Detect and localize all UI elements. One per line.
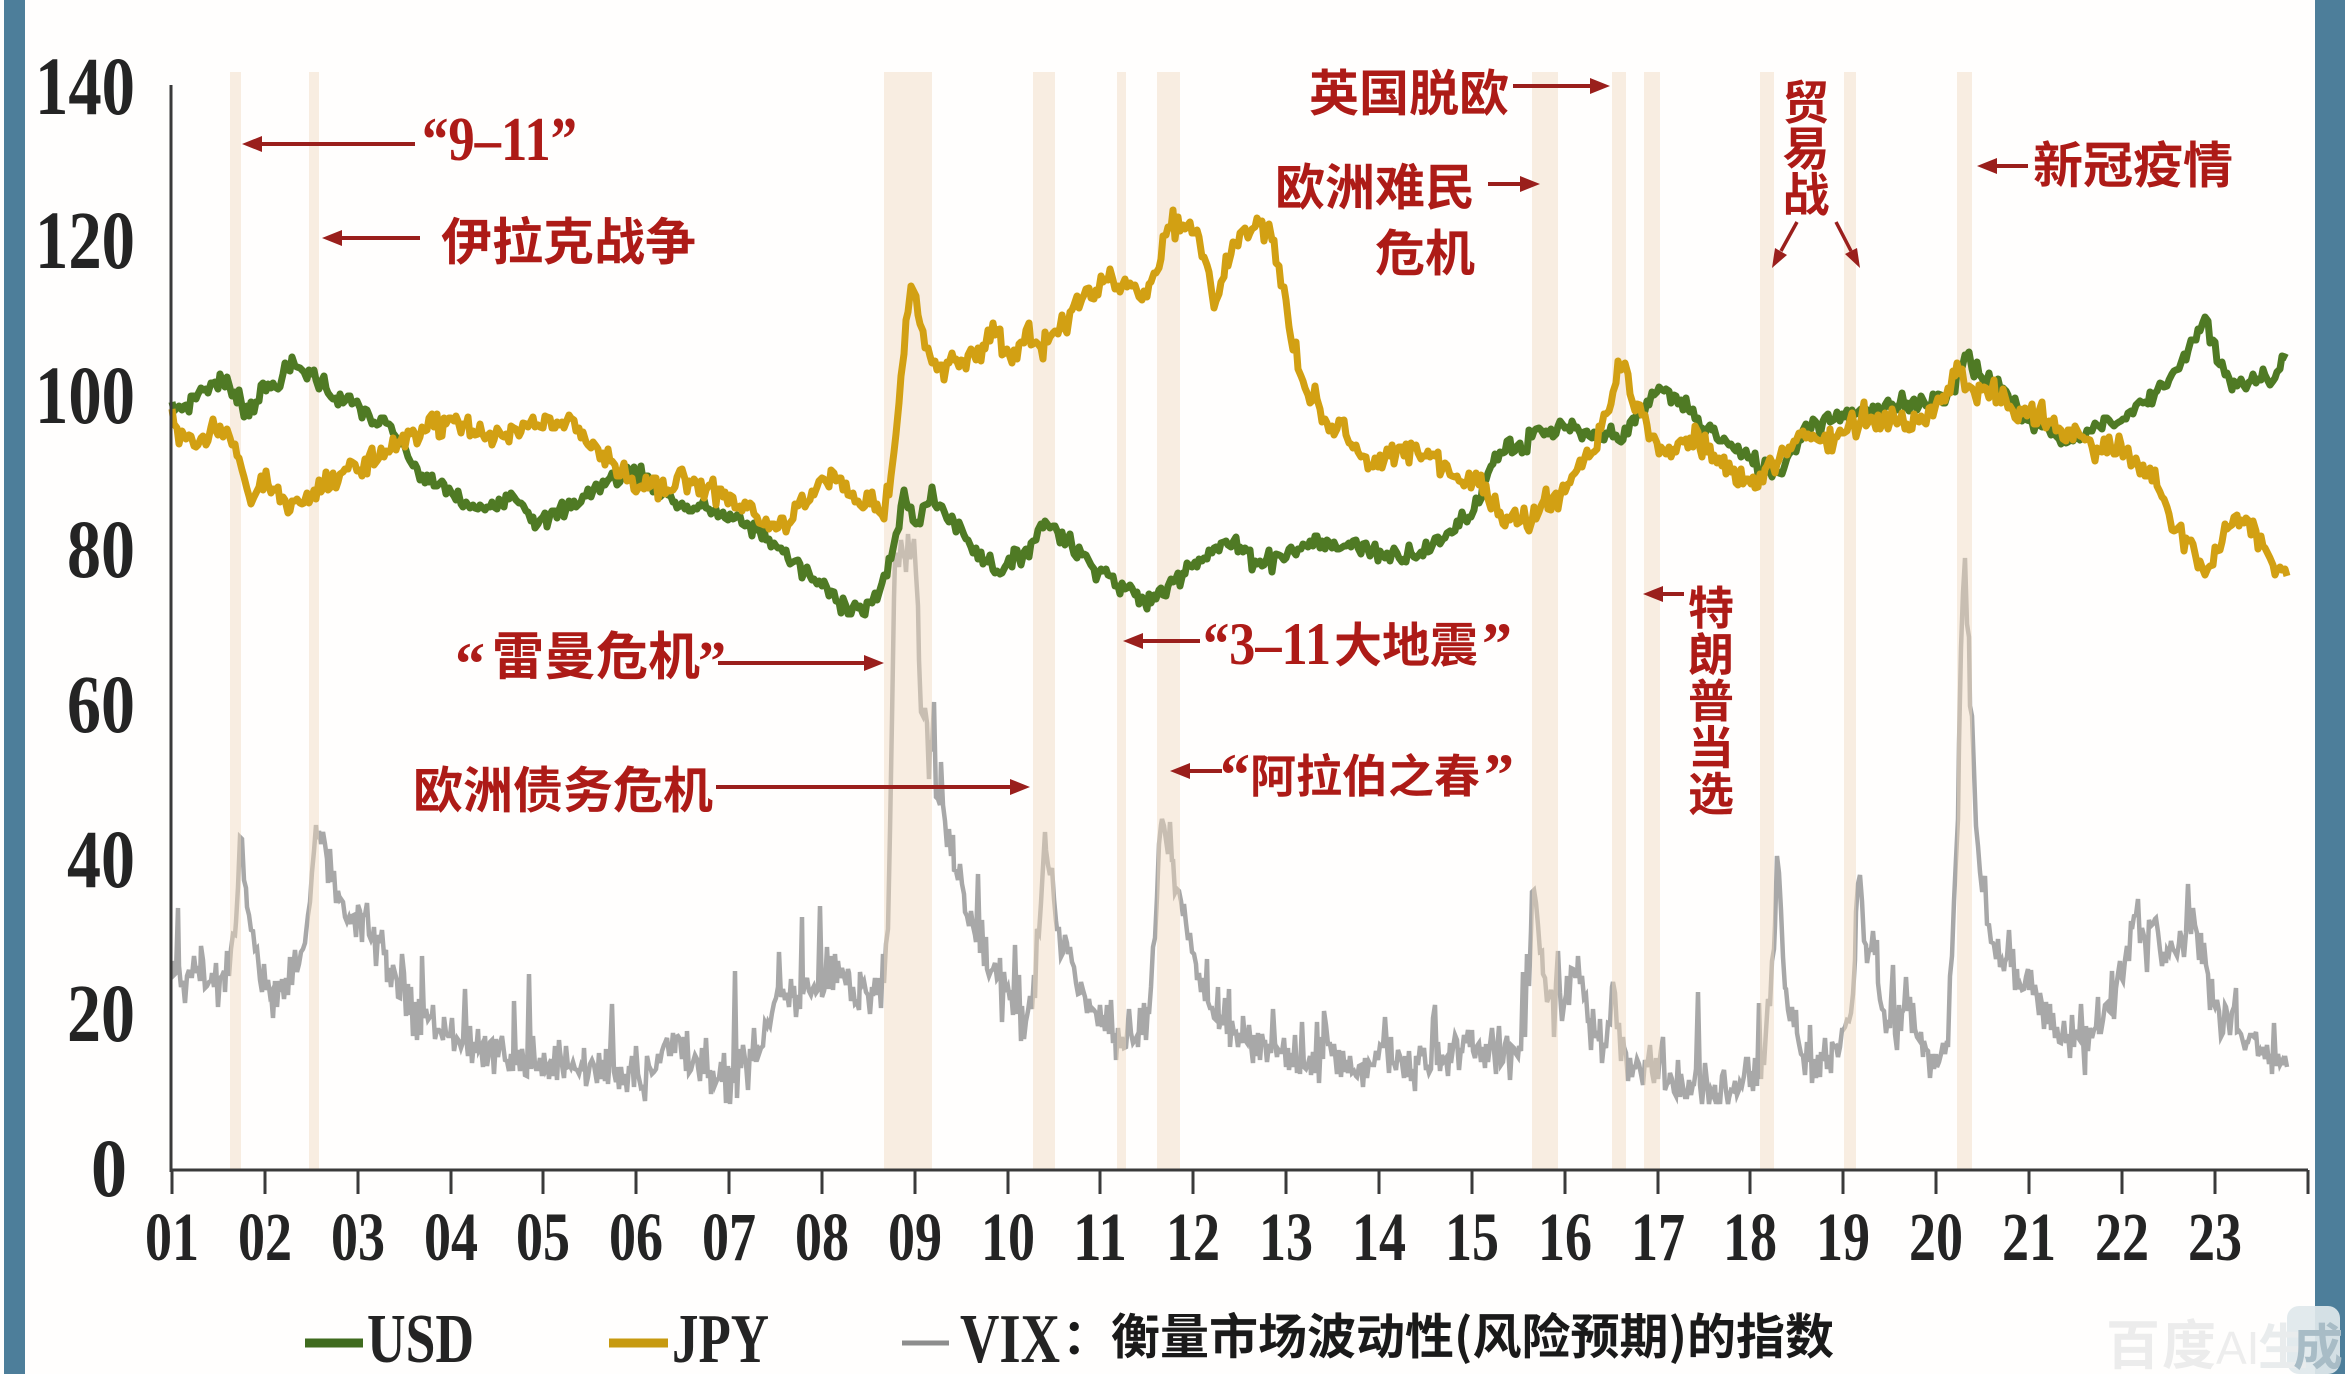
svg-text:“: “	[1220, 742, 1250, 808]
svg-text:13: 13	[1259, 1199, 1313, 1275]
svg-text:AI: AI	[2216, 1322, 2259, 1374]
svg-text:19: 19	[1816, 1199, 1870, 1275]
svg-text:”: ”	[1484, 742, 1514, 808]
svg-text:04: 04	[424, 1199, 478, 1275]
svg-text:“: “	[455, 631, 485, 697]
svg-text:80: 80	[67, 503, 135, 595]
svg-text:22: 22	[2095, 1199, 2149, 1275]
svg-text:23: 23	[2188, 1199, 2242, 1275]
svg-text:USD: USD	[367, 1301, 474, 1374]
svg-text:12: 12	[1166, 1199, 1220, 1275]
svg-text:09: 09	[888, 1199, 942, 1275]
svg-text:21: 21	[2002, 1199, 2056, 1275]
svg-text:10: 10	[981, 1199, 1035, 1275]
svg-text:06: 06	[609, 1199, 663, 1275]
svg-text:05: 05	[516, 1199, 570, 1275]
svg-text:20: 20	[1909, 1199, 1963, 1275]
svg-text:VIX: VIX	[960, 1301, 1060, 1374]
svg-text:01: 01	[145, 1199, 199, 1275]
svg-text:14: 14	[1352, 1199, 1406, 1275]
svg-text:03: 03	[331, 1199, 385, 1275]
svg-text:17: 17	[1631, 1199, 1685, 1275]
svg-text:“9–11”: “9–11”	[422, 106, 577, 174]
svg-text:20: 20	[67, 967, 135, 1059]
svg-text:“3–11: “3–11	[1203, 611, 1331, 677]
svg-text:18: 18	[1723, 1199, 1777, 1275]
svg-text:140: 140	[35, 40, 135, 132]
svg-text:11: 11	[1073, 1199, 1127, 1275]
svg-text:15: 15	[1445, 1199, 1499, 1275]
svg-text:100: 100	[35, 349, 135, 441]
svg-text:08: 08	[795, 1199, 849, 1275]
svg-text:JPY: JPY	[672, 1301, 769, 1374]
svg-text:”: ”	[1482, 611, 1512, 677]
svg-text:07: 07	[702, 1199, 756, 1275]
svg-text:60: 60	[67, 658, 135, 750]
svg-text:16: 16	[1538, 1199, 1592, 1275]
svg-text:0: 0	[91, 1122, 127, 1214]
svg-text:40: 40	[67, 813, 135, 905]
svg-text:120: 120	[35, 194, 135, 286]
svg-text:02: 02	[238, 1199, 292, 1275]
